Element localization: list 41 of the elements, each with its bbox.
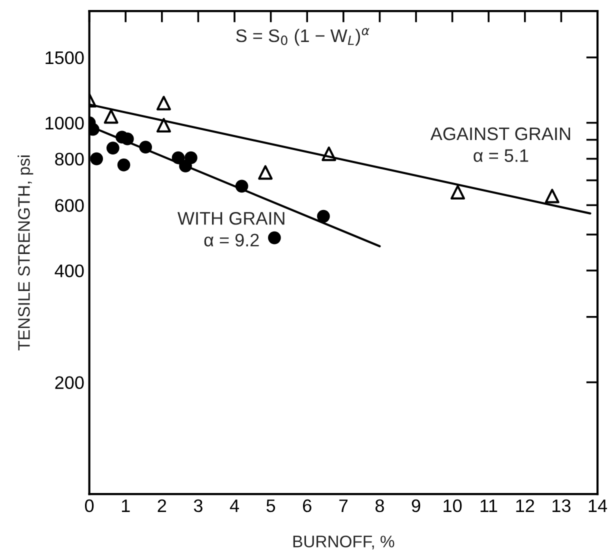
x-tick-label: 9 [412, 499, 420, 512]
x-tick-label: 11 [480, 500, 498, 512]
x-tick-label: 7 [339, 500, 348, 512]
x-tick-label: 3 [194, 499, 202, 512]
annotation: α = 5.1 [474, 149, 528, 162]
x-tick-label: 0 [85, 499, 94, 512]
point [117, 158, 130, 172]
point [104, 109, 118, 124]
x-tick-label: 12 [516, 499, 534, 512]
point [156, 118, 171, 132]
point [450, 184, 466, 200]
x-tick-label: 13 [552, 499, 570, 512]
y-tick-label: 800 [55, 152, 84, 166]
x-tick-label: 10 [444, 499, 462, 512]
x-tick-label: 5 [266, 500, 276, 512]
point [317, 210, 330, 223]
x-tick-label: 6 [303, 499, 312, 512]
point [268, 231, 281, 244]
annotation: α = 9.2 [204, 234, 259, 246]
y-tick-label: 1000 [46, 116, 84, 130]
annotation: S = S$_{0}$ (1 − W$_{L}$)$^{α}$ [236, 28, 370, 46]
x-tick-label: 14 [588, 500, 608, 512]
x-tick-label: 4 [230, 500, 240, 512]
point [90, 152, 104, 166]
annotation: WITH GRAIN [178, 212, 284, 225]
y-tick-label: 600 [55, 199, 84, 212]
point [322, 146, 336, 162]
point [184, 151, 198, 164]
y-tick-label: 200 [55, 376, 84, 390]
annotation: AGAINST GRAIN [430, 127, 570, 140]
y-tick-label: 1500 [46, 51, 84, 64]
point [258, 165, 273, 180]
x-tick-label: 8 [375, 499, 384, 512]
x-axis-title: BURNOFF, % [293, 536, 394, 550]
x-tick-label: 1 [122, 500, 130, 512]
y-axis-title: TENSILE STRENGTH, psi [18, 155, 34, 350]
y-tick-label: 400 [54, 264, 84, 278]
x-tick-label: 2 [158, 499, 166, 512]
point [106, 142, 120, 154]
point [156, 96, 171, 110]
point [544, 188, 560, 204]
